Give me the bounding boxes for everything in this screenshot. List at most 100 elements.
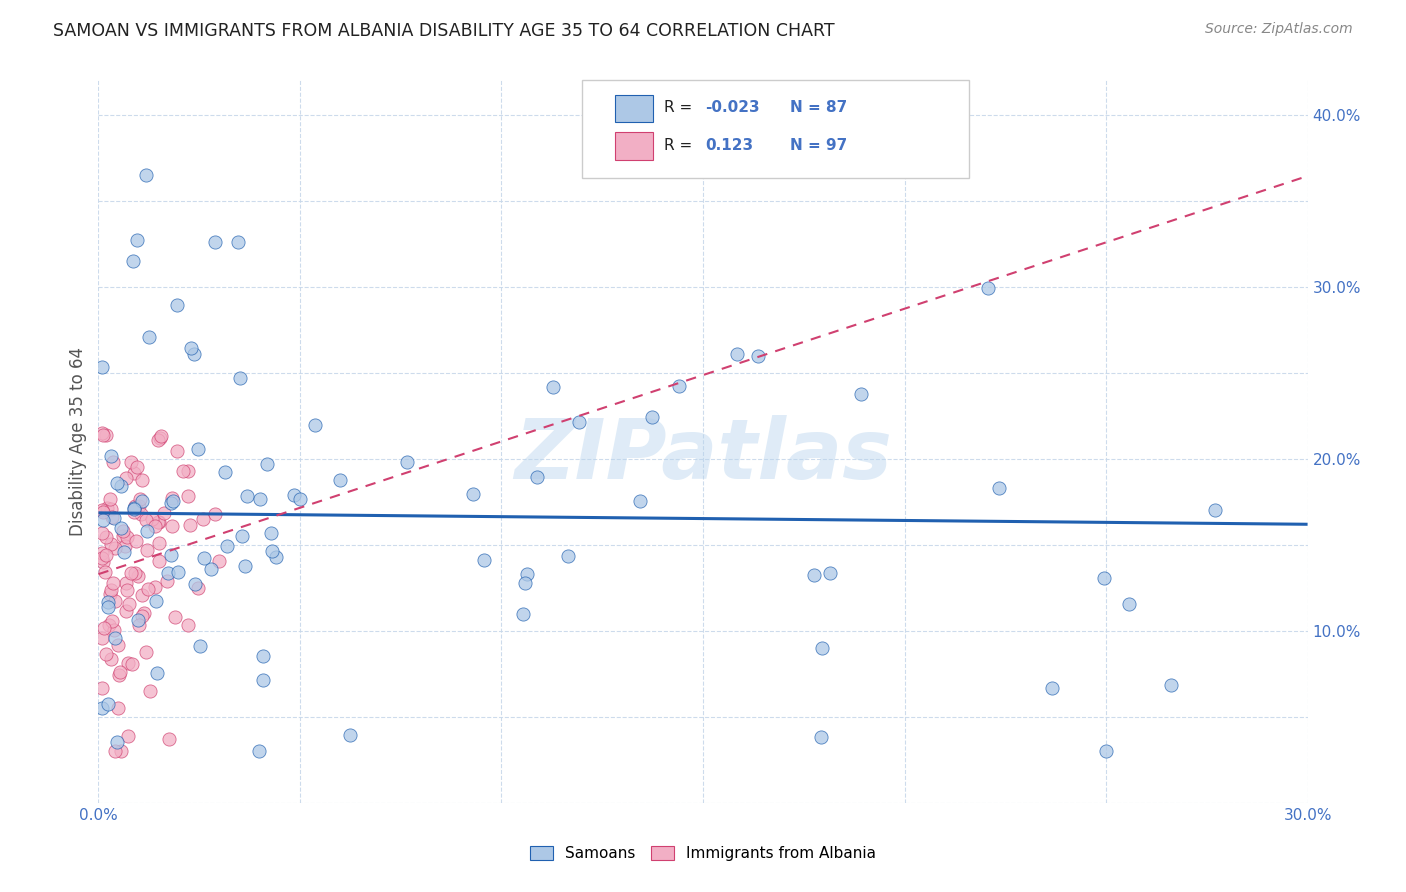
Point [125,533,148,548]
Point [103,455,125,469]
Point [149,431,172,445]
Point [149,429,172,443]
Point [146,433,169,447]
Text: ZIPatlas: ZIPatlas [515,416,891,497]
Point [100,652,122,666]
Point [1160,678,1182,692]
Point [156,574,179,589]
Point [329,473,352,487]
Point [93,555,115,569]
Point [200,562,222,576]
Point [148,516,170,530]
Point [134,168,156,182]
Point [96,427,118,442]
Point [157,732,180,747]
Point [988,482,1011,496]
Point [131,608,153,623]
Point [112,524,135,539]
Point [977,281,1000,295]
Point [100,449,122,463]
Point [100,491,122,506]
Point [107,638,129,652]
Point [166,298,188,312]
Point [124,500,146,515]
Point [91,503,114,517]
Point [110,744,132,758]
Point [252,673,274,687]
Point [188,639,211,653]
FancyBboxPatch shape [582,80,969,178]
Point [557,549,579,564]
Point [231,528,253,542]
Point [747,349,769,363]
Point [1040,681,1063,695]
Point [97,697,120,711]
Point [103,510,125,524]
Point [100,501,122,516]
Point [94,565,117,579]
Point [193,550,215,565]
Point [91,632,114,646]
Point [117,598,139,612]
Point [641,410,664,425]
Point [156,566,179,580]
Point [214,465,236,479]
Point [145,593,167,607]
Point [725,347,748,361]
Point [526,470,548,484]
Point [128,499,150,513]
Point [183,347,205,361]
Text: Source: ZipAtlas.com: Source: ZipAtlas.com [1205,22,1353,37]
Point [98,617,121,632]
Point [101,614,124,628]
Point [226,235,249,249]
Point [91,526,114,541]
Point [117,729,139,743]
Point [115,576,138,591]
Point [172,464,194,478]
Point [91,505,114,519]
Point [187,581,209,595]
Point [191,512,214,526]
Point [187,442,209,457]
Point [110,478,132,492]
Point [180,341,202,355]
Point [97,595,120,609]
Point [117,531,139,545]
Point [229,370,252,384]
Point [124,566,146,580]
Point [184,576,207,591]
Point [98,587,121,601]
Point [288,491,311,506]
Point [247,744,270,758]
Point [177,464,200,478]
Text: SAMOAN VS IMMIGRANTS FROM ALBANIA DISABILITY AGE 35 TO 64 CORRELATION CHART: SAMOAN VS IMMIGRANTS FROM ALBANIA DISABI… [53,22,835,40]
Point [96,500,118,515]
Point [127,569,149,583]
Point [112,529,135,543]
Point [104,744,127,758]
Point [249,492,271,507]
Point [115,470,138,484]
Text: N = 97: N = 97 [790,137,848,153]
Point [110,521,132,535]
Point [217,539,239,553]
Point [114,604,136,618]
Point [105,735,128,749]
Text: N = 87: N = 87 [790,100,848,115]
Point [103,594,125,608]
Point [810,730,832,744]
Point [114,540,136,554]
Point [153,506,176,520]
Point [160,518,183,533]
Point [100,537,122,551]
Point [128,618,150,632]
Point [136,543,159,558]
Point [1118,597,1140,611]
FancyBboxPatch shape [614,132,654,160]
Point [849,387,872,401]
Point [810,640,832,655]
Point [1095,744,1118,758]
Point [146,665,169,680]
Point [120,566,142,581]
